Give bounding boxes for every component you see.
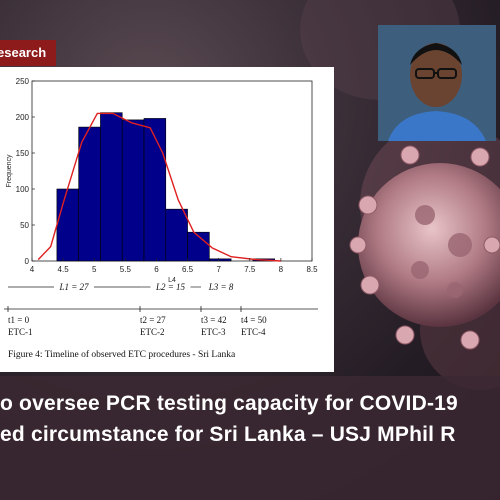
author-portrait	[378, 25, 496, 141]
headline-line-2: ed circumstance for Sri Lanka – USJ MPhi…	[0, 423, 456, 446]
category-tag[interactable]: esearch	[0, 40, 57, 66]
category-tag-label: esearch	[0, 45, 47, 60]
y-axis-label: Frequency	[6, 154, 13, 188]
etc-label-1: ETC-2	[140, 327, 165, 337]
etc-label-2: ETC-3	[201, 327, 226, 337]
time-label-3: t4 = 50	[241, 315, 267, 325]
length-label-0: L1 = 27	[58, 282, 89, 292]
x-tick-label-5: 6.5	[182, 265, 194, 274]
y-tick-label-2: 100	[16, 185, 30, 194]
headline-line-1: o oversee PCR testing capacity for COVID…	[0, 392, 458, 415]
histogram-bar-0	[56, 188, 79, 262]
coronavirus-illustration	[330, 95, 500, 390]
x-axis-label: L4	[168, 277, 176, 284]
headline-banner[interactable]: o oversee PCR testing capacity for COVID…	[0, 376, 500, 500]
x-tick-label-3: 5.5	[120, 265, 132, 274]
density-curve	[37, 112, 281, 262]
time-label-0: t1 = 0	[8, 315, 30, 325]
x-tick-label-0: 4	[30, 265, 35, 274]
histogram-bar-4	[143, 118, 167, 262]
histogram-bar-5	[165, 208, 188, 262]
histogram-bar-1	[78, 126, 101, 262]
figure-card: 4 4.5 5 5.5 6 6.5 7 7.5 8 8.5 0 50 100 150 200 250 L4 Fre…	[0, 67, 334, 372]
y-tick-label-3: 150	[16, 149, 30, 158]
y-tick-label-4: 200	[16, 113, 30, 122]
x-tick-label-4: 6	[154, 265, 159, 274]
y-tick-label-0: 0	[25, 257, 30, 266]
length-label-2: L3 = 8	[208, 282, 234, 292]
x-tick-label-6: 7	[216, 265, 221, 274]
time-label-2: t3 = 42	[201, 315, 227, 325]
etc-label-3: ETC-4	[241, 327, 266, 337]
histogram-bar-6	[187, 231, 210, 262]
histogram-bar-3	[121, 119, 145, 262]
histogram-figure: 4 4.5 5 5.5 6 6.5 7 7.5 8 8.5 0 50 100 150 200 250 L4 Fre…	[0, 67, 334, 372]
etc-label-0: ETC-1	[8, 327, 33, 337]
figure-caption: Figure 4: Timeline of observed ETC proce…	[8, 349, 236, 360]
x-tick-label-7: 7.5	[244, 265, 256, 274]
x-tick-label-2: 5	[92, 265, 97, 274]
histogram-bar-7	[209, 258, 232, 262]
x-tick-label-9: 8.5	[306, 265, 318, 274]
y-tick-label-5: 250	[16, 77, 30, 86]
histogram-bar-2	[100, 112, 123, 262]
x-tick-label-1: 4.5	[58, 265, 70, 274]
x-tick-label-8: 8	[279, 265, 284, 274]
length-label-1: L2 = 15	[155, 282, 186, 292]
y-tick-label-1: 50	[20, 221, 29, 230]
time-label-1: t2 = 27	[140, 315, 166, 325]
